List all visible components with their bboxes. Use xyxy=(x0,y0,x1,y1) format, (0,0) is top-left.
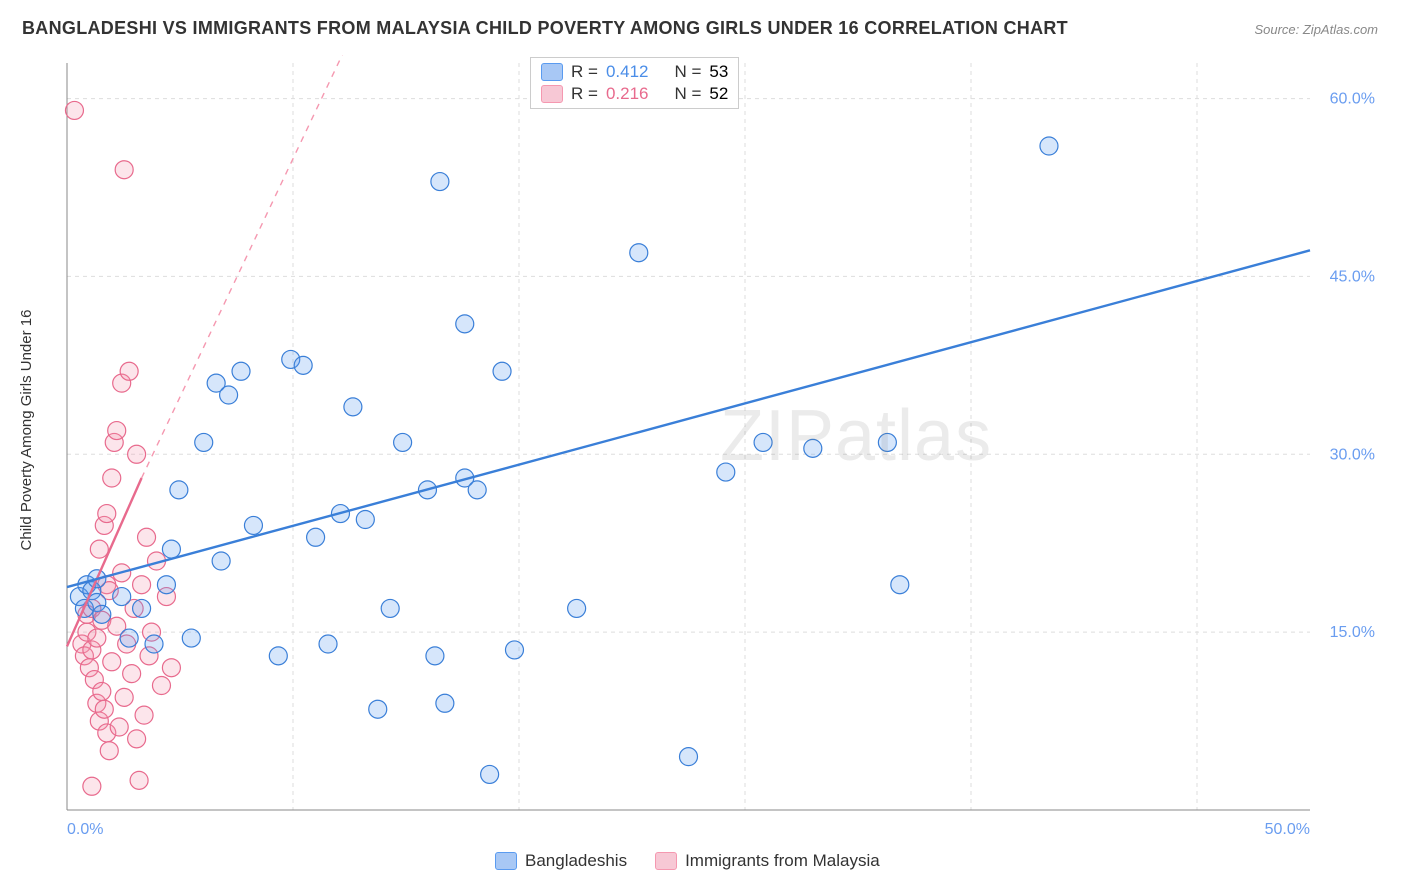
data-point xyxy=(98,505,116,523)
data-point xyxy=(195,433,213,451)
data-point xyxy=(103,469,121,487)
stats-row: R =0.216N =52 xyxy=(541,84,728,104)
x-tick-label: 50.0% xyxy=(1265,821,1310,838)
data-point xyxy=(369,700,387,718)
data-point xyxy=(431,173,449,191)
y-axis-label: Child Poverty Among Girls Under 16 xyxy=(18,310,35,551)
legend-item: Immigrants from Malaysia xyxy=(655,851,880,871)
data-point xyxy=(468,481,486,499)
data-point xyxy=(103,653,121,671)
data-point xyxy=(170,481,188,499)
data-point xyxy=(93,605,111,623)
data-point xyxy=(120,629,138,647)
data-point xyxy=(456,315,474,333)
data-point xyxy=(481,765,499,783)
data-point xyxy=(138,528,156,546)
data-point xyxy=(356,511,374,529)
legend-swatch xyxy=(541,85,563,103)
y-tick-label: 45.0% xyxy=(1330,268,1375,285)
data-point xyxy=(90,540,108,558)
data-point xyxy=(436,694,454,712)
data-point xyxy=(113,588,131,606)
data-point xyxy=(162,540,180,558)
data-point xyxy=(878,433,896,451)
data-point xyxy=(162,659,180,677)
y-tick-label: 60.0% xyxy=(1330,91,1375,108)
data-point xyxy=(394,433,412,451)
data-point xyxy=(891,576,909,594)
legend-item: Bangladeshis xyxy=(495,851,627,871)
legend-label: Immigrants from Malaysia xyxy=(685,851,880,871)
data-point xyxy=(244,516,262,534)
legend-label: Bangladeshis xyxy=(525,851,627,871)
x-tick-label: 0.0% xyxy=(67,821,103,838)
data-point xyxy=(145,635,163,653)
chart-title: BANGLADESHI VS IMMIGRANTS FROM MALAYSIA … xyxy=(22,18,1068,39)
data-point xyxy=(130,771,148,789)
data-point xyxy=(307,528,325,546)
data-point xyxy=(505,641,523,659)
data-point xyxy=(804,439,822,457)
data-point xyxy=(157,576,175,594)
data-point xyxy=(680,748,698,766)
data-point xyxy=(95,700,113,718)
data-point xyxy=(344,398,362,416)
data-point xyxy=(88,629,106,647)
data-point xyxy=(123,665,141,683)
data-point xyxy=(128,730,146,748)
stats-row: R =0.412N =53 xyxy=(541,62,728,82)
scatter-plot: 15.0% 30.0% 45.0% 60.0% 0.0% 50.0% xyxy=(55,55,1385,840)
data-point xyxy=(426,647,444,665)
data-point xyxy=(93,682,111,700)
data-point xyxy=(717,463,735,481)
data-point xyxy=(115,688,133,706)
data-point xyxy=(1040,137,1058,155)
y-tick-label: 30.0% xyxy=(1330,446,1375,463)
data-point xyxy=(220,386,238,404)
data-point xyxy=(133,599,151,617)
data-point xyxy=(493,362,511,380)
data-point xyxy=(212,552,230,570)
data-point xyxy=(83,777,101,795)
data-point xyxy=(182,629,200,647)
data-point xyxy=(294,356,312,374)
source-attribution: Source: ZipAtlas.com xyxy=(1254,22,1378,37)
regression-line xyxy=(67,250,1310,587)
series-legend: Bangladeshis Immigrants from Malaysia xyxy=(495,851,880,871)
data-point xyxy=(128,445,146,463)
data-point xyxy=(108,422,126,440)
data-point xyxy=(152,677,170,695)
data-point xyxy=(115,161,133,179)
y-tick-label: 15.0% xyxy=(1330,624,1375,641)
data-point xyxy=(381,599,399,617)
legend-swatch xyxy=(541,63,563,81)
legend-swatch xyxy=(655,852,677,870)
data-point xyxy=(269,647,287,665)
data-point xyxy=(630,244,648,262)
legend-swatch xyxy=(495,852,517,870)
data-point xyxy=(133,576,151,594)
data-point xyxy=(319,635,337,653)
data-point xyxy=(120,362,138,380)
data-point xyxy=(135,706,153,724)
data-point xyxy=(232,362,250,380)
data-point xyxy=(568,599,586,617)
data-point xyxy=(100,742,118,760)
data-point xyxy=(65,101,83,119)
correlation-stats-legend: R =0.412N =53R =0.216N =52 xyxy=(530,57,739,109)
data-point xyxy=(110,718,128,736)
data-point xyxy=(754,433,772,451)
